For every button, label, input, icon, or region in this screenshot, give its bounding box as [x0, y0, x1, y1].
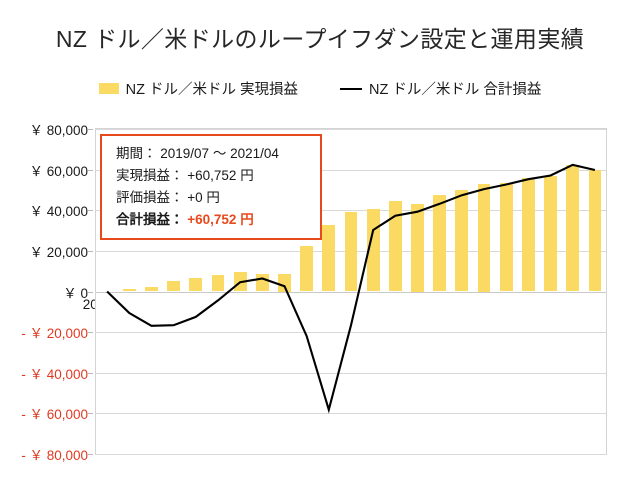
page-title: NZ ドル／米ドルのループイフダン設定と運用実績 — [55, 26, 585, 52]
legend-item-line: NZ ドル／米ドル 合計損益 — [340, 78, 541, 99]
y-axis-tick-label: - ￥ 20,000 — [21, 326, 88, 342]
bar — [145, 286, 158, 292]
bar — [588, 169, 602, 292]
bar — [344, 211, 358, 292]
zero-line — [96, 291, 606, 293]
gridline — [96, 129, 606, 130]
info-row-total: 合計損益： +60,752 円 — [116, 209, 306, 231]
y-axis-tick-label: ￥ 0 — [63, 285, 88, 301]
y-axis-tick-label: ￥ 80,000 — [29, 123, 88, 138]
info-row-unrealized: 評価損益： +0 円 — [116, 187, 306, 209]
info-value-realized: +60,752 円 — [187, 167, 254, 183]
y-axis-tick-label: - ￥ 60,000 — [21, 407, 88, 423]
legend-line-swatch-icon — [340, 87, 362, 90]
info-label-period: 期間： — [116, 146, 157, 161]
gridline — [96, 210, 606, 212]
y-axis-tick-label: ￥ 40,000 — [29, 204, 88, 220]
total-profit-line — [106, 163, 596, 414]
bar-series — [96, 129, 606, 454]
gridline — [96, 332, 606, 334]
y-axis-tick-label: ￥ 60,000 — [29, 163, 88, 179]
gridline — [96, 169, 606, 171]
bar — [278, 274, 291, 292]
legend-bar-label: NZ ドル／米ドル 実現損益 — [125, 82, 298, 98]
bar — [122, 289, 136, 292]
y-axis-tick-mark — [88, 129, 93, 130]
bar — [322, 225, 336, 292]
y-axis-tick-mark — [88, 169, 93, 171]
info-value-period: 2019/07 〜 2021/04 — [160, 146, 279, 161]
bar — [477, 184, 491, 292]
y-axis-tick-mark — [88, 291, 93, 293]
bar — [411, 203, 424, 292]
bar — [522, 178, 535, 292]
bar — [544, 175, 557, 292]
bar — [388, 201, 402, 292]
y-axis-tick-label: ￥ 20,000 — [29, 244, 88, 260]
info-label-realized: 実現損益： — [116, 167, 184, 183]
y-axis-tick-mark — [88, 454, 93, 455]
info-value-unrealized: +0 円 — [187, 189, 220, 205]
y-axis-tick-label: - ￥ 40,000 — [21, 366, 88, 382]
bar — [455, 189, 469, 292]
bar — [433, 194, 447, 292]
legend-line-label: NZ ドル／米ドル 合計損益 — [369, 82, 542, 98]
bar — [300, 245, 314, 292]
gridline — [96, 372, 606, 374]
bar — [566, 165, 580, 292]
info-label-total: 合計損益： — [116, 211, 184, 227]
y-axis-tick-mark — [88, 210, 93, 212]
bar — [211, 274, 225, 292]
gridline — [96, 454, 606, 455]
bar — [189, 278, 203, 292]
summary-info-box: 期間： 2019/07 〜 2021/04 実現損益： +60,752 円 評価… — [100, 134, 322, 241]
bar — [366, 209, 380, 292]
info-label-unrealized: 評価損益： — [116, 189, 184, 205]
y-axis-tick-mark — [88, 413, 93, 415]
info-row-period: 期間： 2019/07 〜 2021/04 — [116, 143, 306, 165]
y-axis-tick-mark — [88, 332, 93, 334]
legend-item-bar: NZ ドル／米ドル 実現損益 — [98, 78, 298, 99]
info-row-realized: 実現損益： +60,752 円 — [116, 165, 306, 187]
legend-bar-swatch-icon — [98, 83, 119, 94]
line-series — [106, 163, 596, 414]
info-value-total: +60,752 円 — [187, 211, 254, 227]
y-axis-tick-mark — [88, 372, 93, 374]
y-axis-tick-mark — [88, 250, 93, 252]
bar — [167, 280, 181, 292]
gridline — [96, 413, 606, 415]
chart-legend: NZ ドル／米ドル 実現損益 NZ ドル／米ドル 合計損益 — [0, 78, 640, 99]
y-axis-tick-label: - ￥ 80,000 — [21, 448, 88, 463]
bar — [499, 182, 513, 292]
